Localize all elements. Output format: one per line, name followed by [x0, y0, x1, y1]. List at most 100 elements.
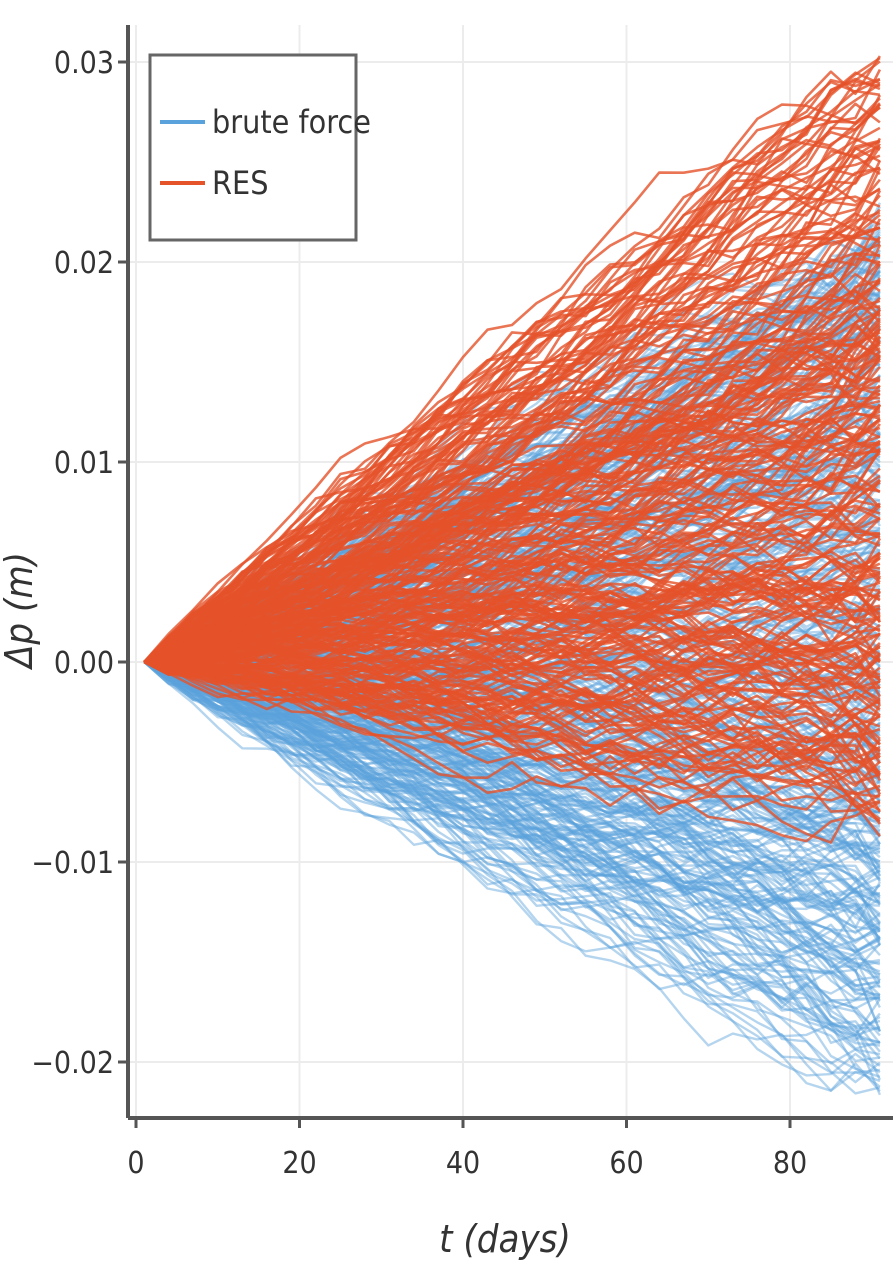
ensemble-line: [144, 614, 881, 694]
ensemble-line: [143, 660, 881, 898]
ensemble-line: [143, 660, 881, 848]
ensemble-line: [144, 660, 881, 972]
x-tick-label: 0: [127, 1146, 144, 1181]
ensemble-line: [143, 661, 881, 1060]
ensemble-line: [143, 660, 881, 1092]
ensemble-line: [143, 660, 880, 1030]
ensemble-line: [143, 403, 881, 664]
ensemble-line: [143, 660, 881, 940]
ensemble-line: [143, 94, 882, 663]
ensemble-line: [143, 660, 881, 982]
ensemble-line: [143, 55, 881, 664]
ensemble-line: [144, 660, 881, 925]
ensemble-line: [143, 103, 881, 664]
y-tick-label: 0.01: [54, 446, 114, 481]
ensemble-line: [143, 660, 881, 1063]
ensemble-line: [143, 331, 881, 664]
ensemble-line: [143, 479, 881, 664]
ensemble-line: [143, 660, 881, 1002]
x-tick-label: 40: [446, 1146, 480, 1181]
ensemble-line: [143, 660, 881, 868]
ensemble-line: [143, 154, 881, 664]
ensemble-line: [143, 660, 882, 1033]
ensemble-line: [143, 660, 881, 1095]
ensemble-line: [143, 661, 881, 1000]
ensemble-line: [143, 660, 881, 1033]
ensemble-line: [144, 581, 881, 667]
ensemble-line: [143, 660, 881, 1044]
ensemble-line: [144, 660, 881, 966]
y-tick-label: −0.02: [31, 1046, 114, 1081]
ensemble-line: [143, 660, 881, 913]
x-tick-label: 60: [609, 1146, 643, 1181]
ensemble-line: [143, 660, 881, 941]
ensemble-line: [143, 213, 881, 664]
ensemble-line: [143, 660, 881, 1047]
ensemble-line: [143, 660, 881, 955]
ensemble-line: [143, 660, 881, 1079]
ensemble-line: [143, 661, 881, 1010]
ensemble-line: [143, 660, 881, 916]
legend-label-brute-force: brute force: [212, 103, 371, 141]
x-axis-label: t (days): [439, 1217, 571, 1261]
ensemble-line: [143, 660, 881, 1044]
axes: 0 20 40 60 80 −0.02 −0.01 0.00 0.01 0.02 0.03: [31, 25, 893, 1181]
ensemble-line: [143, 660, 881, 1053]
ensemble-line: [143, 572, 881, 682]
ensemble-line: [143, 660, 881, 947]
ensemble-line: [143, 660, 881, 1074]
ensemble-line: [143, 661, 881, 1037]
ensemble-line: [144, 660, 881, 946]
ensemble-line: [143, 660, 881, 1092]
ensemble-line: [144, 660, 881, 904]
y-tick-label: 0.00: [54, 646, 114, 681]
ensemble-line: [144, 557, 881, 664]
ensemble-line: [143, 660, 881, 778]
ensemble-line: [143, 660, 881, 981]
ensemble-line: [143, 660, 881, 813]
ensemble-line: [143, 381, 880, 664]
ensemble-line: [143, 194, 881, 663]
ensemble-line: [143, 661, 881, 944]
ensemble-line: [143, 649, 881, 721]
ensemble-line: [144, 660, 881, 877]
ensemble-line: [143, 660, 881, 886]
ensemble-line: [143, 661, 882, 1032]
ensemble-line: [143, 353, 881, 664]
ensemble-line: [143, 660, 881, 829]
ensemble-line: [143, 660, 881, 1037]
ensemble-line: [143, 660, 881, 906]
y-tick-label: 0.03: [54, 46, 114, 81]
ensemble-line: [143, 660, 881, 946]
y-tick-label: 0.02: [54, 246, 114, 281]
ensemble-line: [143, 660, 881, 863]
ensemble-line: [143, 660, 880, 847]
ensemble-line: [143, 661, 881, 1010]
ensemble-line: [143, 660, 881, 976]
ensemble-line: [143, 661, 881, 1035]
ensemble-line: [143, 660, 881, 894]
ensemble-line: [144, 660, 882, 813]
ensemble-line: [143, 661, 881, 988]
ensemble-line: [143, 660, 881, 1077]
ensemble-line: [143, 448, 881, 664]
ensemble-line: [143, 178, 881, 664]
ensemble-line: [143, 661, 881, 987]
ensemble-line: [143, 660, 881, 1009]
ensemble-line: [143, 660, 880, 1000]
ensemble-line: [143, 660, 881, 1002]
ensemble-line: [144, 660, 881, 727]
legend: brute force RES: [148, 53, 371, 242]
ensemble-line: [143, 195, 881, 663]
ensemble-line: [143, 660, 881, 924]
legend-label-res: RES: [212, 164, 268, 202]
x-tick-label: 80: [773, 1146, 807, 1181]
ensemble-line: [143, 660, 881, 900]
ensemble-line: [144, 660, 881, 906]
ensemble-line: [143, 660, 881, 1042]
ensemble-line: [143, 660, 882, 781]
ensemble-line: [143, 660, 881, 774]
x-tick-label: 20: [282, 1146, 316, 1181]
ensemble-line: [143, 661, 881, 997]
ensemble-line: [144, 660, 881, 957]
